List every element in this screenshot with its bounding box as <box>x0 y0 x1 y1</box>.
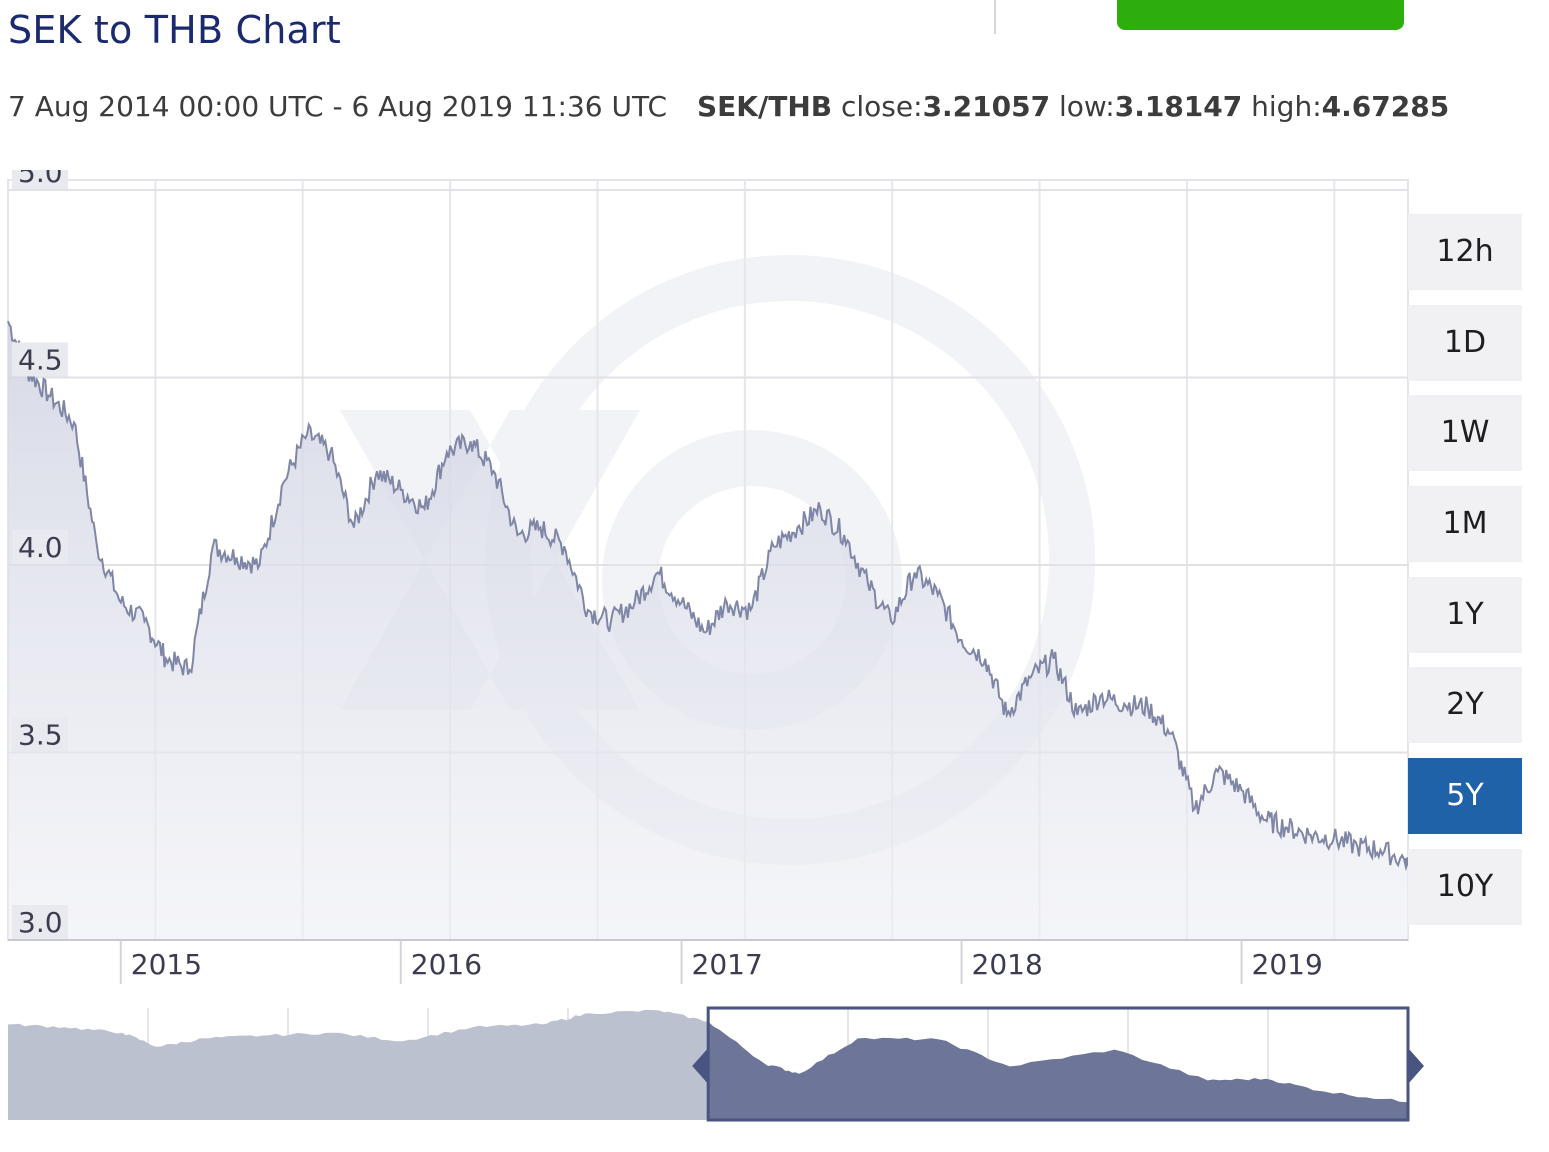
chart-series <box>7 320 1412 940</box>
low-label: low: <box>1059 90 1115 123</box>
rate-line[interactable] <box>7 320 1409 872</box>
y-tick-label: 4.5 <box>18 344 63 377</box>
y-tick-label-bg <box>12 717 68 752</box>
currency-pair: SEK/THB <box>697 90 833 123</box>
close-label: close: <box>841 90 923 123</box>
range-button-12h[interactable]: 12h <box>1408 214 1522 290</box>
navigator-right-handle[interactable] <box>1408 1048 1424 1084</box>
y-tick-label-bg <box>12 905 68 939</box>
range-navigator[interactable] <box>8 1006 1424 1122</box>
rate-area <box>8 321 1408 940</box>
y-tick-label: 4.0 <box>18 531 63 564</box>
high-label: high: <box>1251 90 1322 123</box>
y-axis: 3.0 3.5 4.0 4.5 5.0 <box>12 155 68 939</box>
exchange-rate-chart[interactable]: 3.0 3.5 4.0 4.5 5.0 2015 2016 2017 2018 2019 <box>0 155 1549 1152</box>
y-tick-label-bg <box>12 530 68 564</box>
high-value: 4.67285 <box>1321 90 1450 123</box>
y-tick-label: 3.5 <box>18 719 63 752</box>
x-axis: 2015 2016 2017 2018 2019 <box>8 939 1408 984</box>
navigator-area-unselected <box>8 1009 709 1120</box>
chart-container: 3.0 3.5 4.0 4.5 5.0 2015 2016 2017 2018 2019 <box>0 155 1549 1152</box>
x-tick-label: 2016 <box>411 948 482 981</box>
range-button-2y[interactable]: 2Y <box>1408 667 1522 744</box>
y-tick-label: 5.0 <box>18 170 63 189</box>
y-tick-label: 3.0 <box>18 906 63 939</box>
chart-title: SEK to THB Chart <box>8 8 341 52</box>
range-button-10y[interactable]: 10Y <box>1408 848 1522 925</box>
close-value: 3.21057 <box>922 90 1051 123</box>
x-tick-label: 2018 <box>972 948 1043 981</box>
range-button-1y[interactable]: 1Y <box>1408 576 1522 653</box>
x-tick-label: 2017 <box>692 948 763 981</box>
y-tick-label-bg <box>12 342 68 377</box>
header-divider <box>994 0 996 34</box>
range-button-5y[interactable]: 5Y <box>1408 758 1522 835</box>
x-tick-label: 2015 <box>131 948 202 981</box>
range-button-1d[interactable]: 1D <box>1408 304 1522 381</box>
x-tick-label: 2019 <box>1252 948 1323 981</box>
green-action-button[interactable] <box>1117 0 1404 30</box>
low-value: 3.18147 <box>1114 90 1243 123</box>
chart-summary: 7 Aug 2014 00:00 UTC - 6 Aug 2019 11:36 … <box>8 90 1449 123</box>
navigator-area-selected <box>708 1021 1408 1120</box>
range-button-1w[interactable]: 1W <box>1408 395 1522 472</box>
date-range: 7 Aug 2014 00:00 UTC - 6 Aug 2019 11:36 … <box>8 90 667 123</box>
range-button-1m[interactable]: 1M <box>1408 486 1522 563</box>
time-range-selector: 12h 1D 1W 1M 1Y 2Y 5Y 10Y <box>1408 214 1524 940</box>
navigator-left-handle[interactable] <box>692 1048 709 1084</box>
